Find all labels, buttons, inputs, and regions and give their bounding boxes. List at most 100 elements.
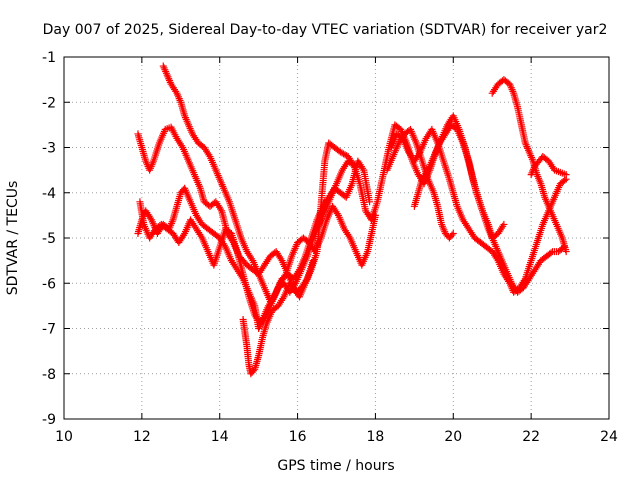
data-point-trail: [333, 168, 346, 186]
data-point-trail: [277, 272, 289, 285]
data-point-trail: [338, 190, 349, 200]
data-point-trail: [200, 222, 211, 232]
data-point-trail: [181, 114, 192, 127]
data-point-trail: [551, 248, 560, 256]
data-point-trail: [419, 159, 431, 181]
data-point-trail: [478, 240, 489, 250]
data-point-trail: [188, 218, 199, 231]
data-point-trail: [538, 253, 549, 263]
data-point-trail: [164, 73, 174, 86]
data-point-trail: [340, 159, 351, 172]
data-point-trail: [196, 140, 207, 150]
grid: [64, 57, 609, 419]
data-point-trail: [213, 200, 224, 213]
data-point-trail: [194, 227, 205, 240]
data-point-trail: [316, 209, 328, 226]
y-tick-label: -9: [42, 412, 56, 428]
data-point-trail: [528, 163, 538, 177]
data-point-trail: [556, 244, 567, 254]
data-point-trail: [542, 195, 554, 213]
data-point-trail: [511, 285, 522, 295]
data-point-trail: [396, 132, 407, 145]
data-points: [134, 62, 570, 378]
data-point-trail: [484, 244, 495, 254]
data-point-trail: [213, 168, 223, 181]
data-point-trail: [234, 267, 246, 281]
data-point-trail: [438, 222, 449, 236]
data-point-trail: [338, 149, 351, 160]
data-point-trail: [275, 295, 287, 308]
data-point-trail: [248, 367, 257, 376]
data-point-trail: [446, 177, 457, 195]
data-point-trail: [364, 231, 375, 254]
data-point-trail: [495, 222, 507, 236]
y-tick-label: -4: [42, 186, 56, 202]
x-tick-label: 10: [55, 429, 73, 445]
data-point: [500, 220, 508, 228]
x-tick-label: 12: [133, 429, 151, 445]
data-point-trail: [135, 132, 145, 150]
data-point-trail: [544, 249, 555, 259]
data-point-trail: [460, 141, 472, 163]
data-point-trail: [166, 218, 176, 231]
data-point-trail: [244, 249, 256, 263]
data-point-trail: [402, 127, 413, 137]
data-point-trail: [318, 218, 330, 240]
data-point-trail: [558, 176, 569, 187]
data-point-trail: [394, 131, 405, 141]
data-point-trail: [190, 132, 201, 145]
data-point-trail: [400, 136, 412, 154]
data-point-trail: [532, 159, 542, 168]
data-point-trail: [185, 159, 198, 177]
data-point-trail: [407, 127, 419, 145]
data-point-trail: [558, 169, 568, 178]
data-point-trail: [409, 159, 421, 177]
series-sat-f: [387, 125, 570, 296]
data-point-trail: [490, 231, 501, 241]
x-tick-label: 22: [522, 429, 540, 445]
data-point-trail: [304, 236, 316, 258]
data-point-trail: [443, 123, 454, 136]
data-point-trail: [335, 213, 347, 231]
y-tick-label: -2: [42, 95, 56, 111]
data-point-trail: [241, 331, 251, 349]
data-point-trail: [434, 204, 445, 226]
data-point-trail: [495, 259, 507, 276]
data-point-trail: [429, 127, 441, 145]
data-point-trail: [507, 281, 517, 294]
data-point-trail: [299, 277, 310, 290]
data-point-trail: [239, 317, 249, 335]
data-point-trail: [537, 182, 548, 199]
data-point-trail: [211, 231, 222, 241]
data-point-trail: [174, 136, 186, 150]
data-point-trail: [199, 236, 211, 254]
data-point-trail: [413, 141, 425, 163]
data-point-trail: [472, 235, 483, 245]
data-point-trail: [388, 132, 400, 150]
data-point-trail: [479, 209, 491, 226]
data-point-trail: [216, 177, 227, 190]
data-point-trail: [327, 182, 340, 199]
data-point-trail: [276, 280, 286, 291]
series-sat-e: [239, 257, 317, 378]
y-tick-label: -8: [42, 367, 56, 383]
data-point-trail: [465, 159, 476, 181]
y-ticks: -9 -8 -7 -6 -5 -4 -3 -2 -1: [42, 50, 609, 428]
plot-frame: [63, 56, 610, 420]
data-point-trail: [234, 250, 247, 276]
data-point-trail: [258, 313, 269, 326]
data-point-trail: [232, 218, 244, 240]
data-point-trail: [287, 281, 298, 294]
data-point-trail: [255, 336, 266, 358]
data-point-trail: [526, 150, 536, 163]
data-point-trail: [489, 82, 501, 95]
data-point: [366, 198, 374, 206]
data-point-trail: [301, 235, 312, 245]
data-point-trail: [491, 240, 503, 258]
data-point-trail: [534, 222, 546, 245]
data-point-trail: [332, 145, 343, 155]
data-point-trail: [460, 218, 472, 231]
data-point: [562, 248, 570, 256]
data-point-trail: [343, 182, 355, 199]
